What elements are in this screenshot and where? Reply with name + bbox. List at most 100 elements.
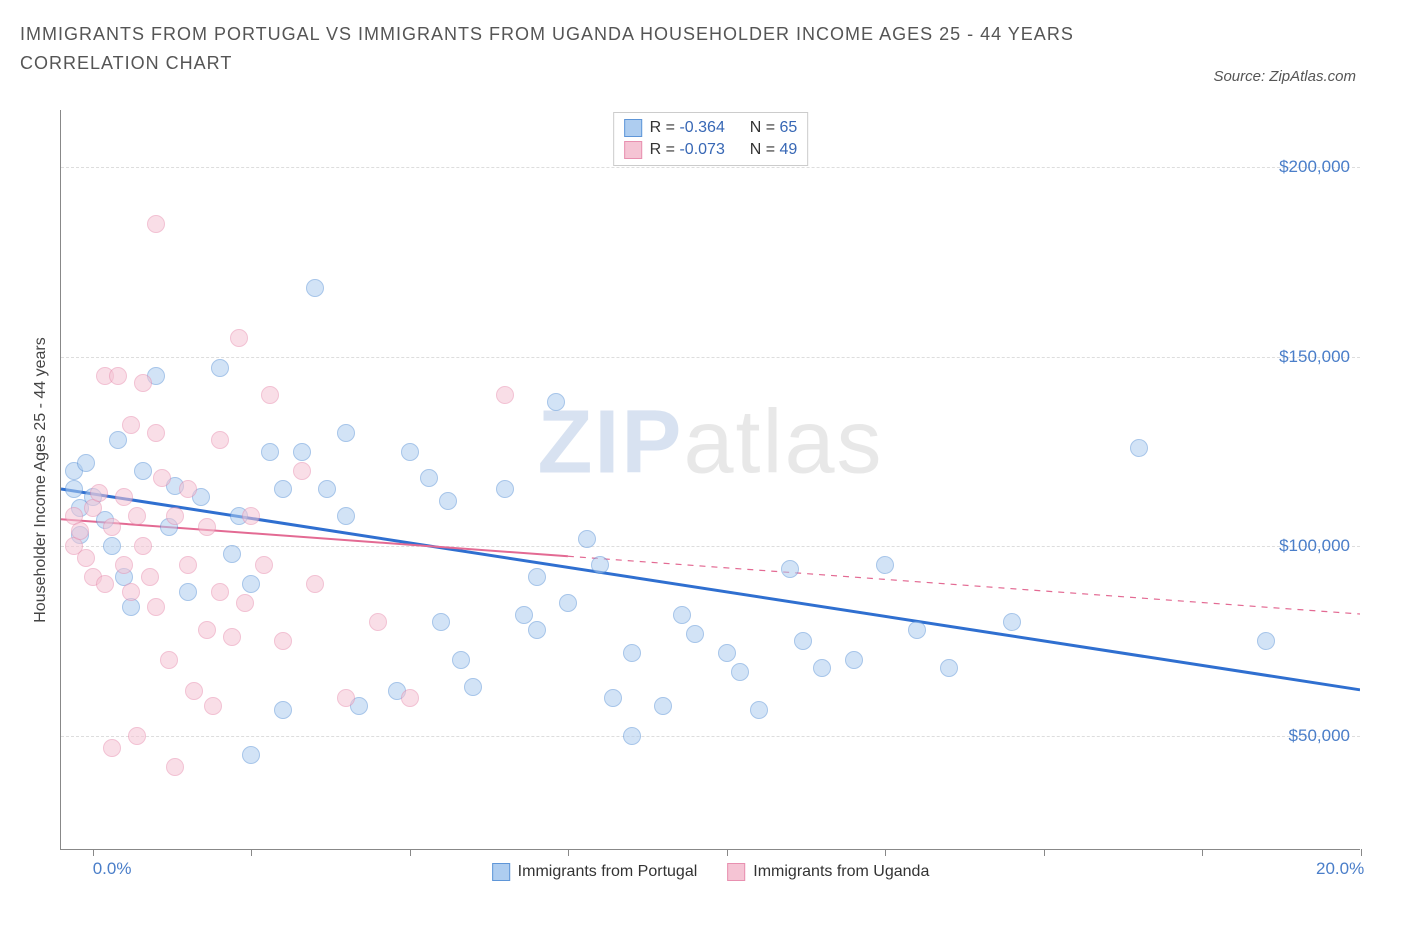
data-point: [604, 689, 622, 707]
data-point: [515, 606, 533, 624]
data-point: [578, 530, 596, 548]
data-point: [623, 727, 641, 745]
data-point: [274, 480, 292, 498]
data-point: [204, 697, 222, 715]
data-point: [559, 594, 577, 612]
data-point: [1130, 439, 1148, 457]
data-point: [274, 632, 292, 650]
data-point: [813, 659, 831, 677]
x-tick: [410, 849, 411, 856]
data-point: [166, 758, 184, 776]
data-point: [261, 443, 279, 461]
chart-container: IMMIGRANTS FROM PORTUGAL VS IMMIGRANTS F…: [20, 20, 1386, 910]
x-tick: [1202, 849, 1203, 856]
data-point: [223, 545, 241, 563]
data-point: [230, 329, 248, 347]
data-point: [432, 613, 450, 631]
data-point: [940, 659, 958, 677]
data-point: [198, 518, 216, 536]
y-tick-label: $200,000: [1279, 157, 1350, 177]
legend-n: N = 49: [750, 141, 798, 159]
data-point: [153, 469, 171, 487]
data-point: [147, 598, 165, 616]
data-point: [242, 507, 260, 525]
data-point: [147, 424, 165, 442]
data-point: [122, 583, 140, 601]
data-point: [528, 621, 546, 639]
trend-lines: [61, 110, 1360, 849]
data-point: [179, 480, 197, 498]
legend-series-item: Immigrants from Uganda: [727, 863, 929, 881]
data-point: [134, 462, 152, 480]
y-tick-label: $100,000: [1279, 536, 1350, 556]
source-attribution: Source: ZipAtlas.com: [1213, 68, 1356, 85]
legend-swatch: [624, 119, 642, 137]
legend-n: N = 65: [750, 119, 798, 137]
legend-series-label: Immigrants from Portugal: [518, 863, 698, 881]
data-point: [337, 507, 355, 525]
data-point: [293, 443, 311, 461]
data-point: [794, 632, 812, 650]
legend-stats-box: R = -0.364 N = 65R = -0.073 N = 49: [613, 112, 809, 166]
data-point: [1257, 632, 1275, 650]
data-point: [147, 215, 165, 233]
x-tick-label: 20.0%: [1316, 859, 1364, 879]
data-point: [242, 575, 260, 593]
data-point: [464, 678, 482, 696]
data-point: [750, 701, 768, 719]
data-point: [179, 583, 197, 601]
chart-title: IMMIGRANTS FROM PORTUGAL VS IMMIGRANTS F…: [20, 20, 1120, 78]
data-point: [318, 480, 336, 498]
legend-r: R = -0.364: [650, 119, 725, 137]
legend-swatch: [624, 141, 642, 159]
data-point: [654, 697, 672, 715]
data-point: [77, 454, 95, 472]
x-tick: [93, 849, 94, 856]
data-point: [103, 739, 121, 757]
data-point: [781, 560, 799, 578]
data-point: [718, 644, 736, 662]
x-tick: [885, 849, 886, 856]
data-point: [255, 556, 273, 574]
data-point: [496, 386, 514, 404]
data-point: [141, 568, 159, 586]
data-point: [223, 628, 241, 646]
data-point: [103, 518, 121, 536]
watermark: ZIPatlas: [537, 391, 883, 494]
x-tick: [251, 849, 252, 856]
data-point: [128, 507, 146, 525]
grid-line: [61, 736, 1360, 737]
data-point: [731, 663, 749, 681]
legend-stat-row: R = -0.364 N = 65: [624, 117, 798, 139]
data-point: [236, 594, 254, 612]
data-point: [337, 689, 355, 707]
legend-swatch: [727, 863, 745, 881]
data-point: [122, 416, 140, 434]
data-point: [306, 279, 324, 297]
data-point: [547, 393, 565, 411]
plot-area: Householder Income Ages 25 - 44 years ZI…: [60, 110, 1360, 850]
data-point: [179, 556, 197, 574]
x-tick: [727, 849, 728, 856]
data-point: [591, 556, 609, 574]
data-point: [686, 625, 704, 643]
data-point: [198, 621, 216, 639]
data-point: [261, 386, 279, 404]
data-point: [293, 462, 311, 480]
data-point: [90, 484, 108, 502]
grid-line: [61, 546, 1360, 547]
grid-line: [61, 357, 1360, 358]
data-point: [274, 701, 292, 719]
data-point: [369, 613, 387, 631]
data-point: [242, 746, 260, 764]
data-point: [876, 556, 894, 574]
legend-series: Immigrants from Portugal Immigrants from …: [492, 863, 930, 881]
legend-series-label: Immigrants from Uganda: [753, 863, 929, 881]
x-tick: [1044, 849, 1045, 856]
legend-swatch: [492, 863, 510, 881]
x-tick: [1361, 849, 1362, 856]
data-point: [337, 424, 355, 442]
data-point: [496, 480, 514, 498]
data-point: [128, 727, 146, 745]
data-point: [115, 488, 133, 506]
